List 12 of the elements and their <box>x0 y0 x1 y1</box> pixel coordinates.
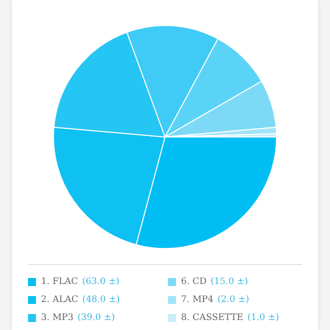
data-label: (63.0 ±) <box>82 277 120 287</box>
data-label: (15.0 ±) <box>210 277 248 287</box>
legend-label: 2. ALAC <box>41 295 78 305</box>
legend-label: 8. CASSETTE <box>181 313 244 323</box>
legend-label: 6. CD <box>181 277 207 287</box>
data-label: (1.0 ±) <box>247 313 280 323</box>
data-label: (39.0 ±) <box>77 313 115 323</box>
data-label: (48.0 ±) <box>82 295 120 305</box>
legend-label: 1. FLAC <box>41 277 78 287</box>
legend-label: 3. MP3 <box>41 313 74 323</box>
data-label: (2.0 ±) <box>217 295 250 305</box>
legend-label: 7. MP4 <box>181 295 214 305</box>
